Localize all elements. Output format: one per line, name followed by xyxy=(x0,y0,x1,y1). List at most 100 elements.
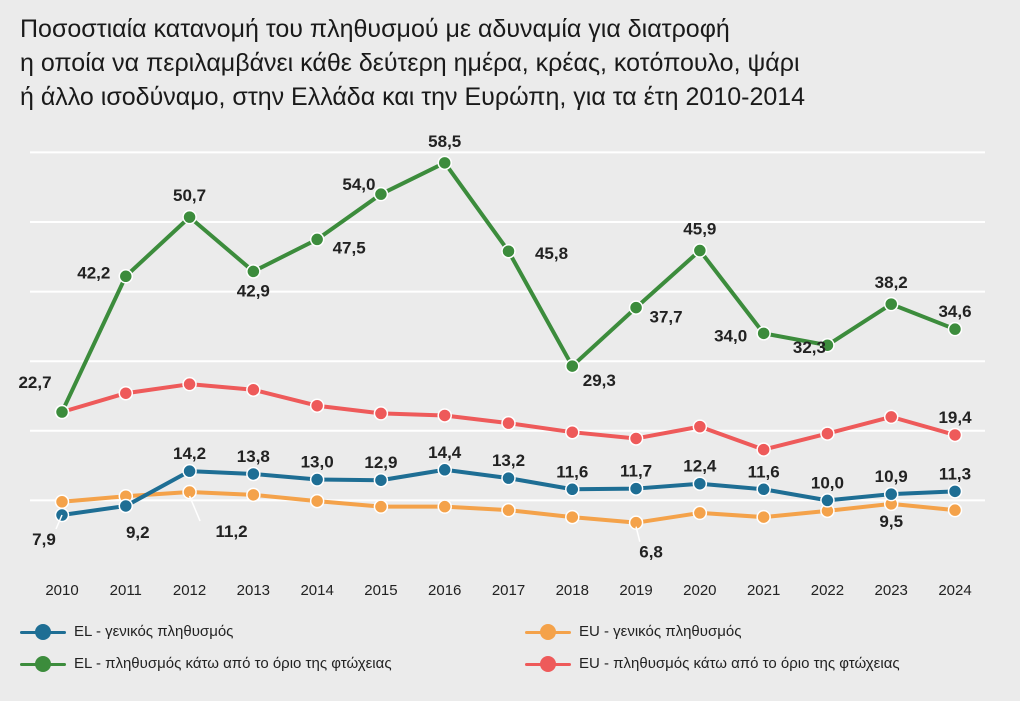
data-point xyxy=(692,476,708,491)
data-label: 7,9 xyxy=(32,530,56,549)
data-label: 42,2 xyxy=(77,263,110,282)
data-label: 12,9 xyxy=(364,453,397,472)
data-label: 11,7 xyxy=(620,462,652,481)
data-point xyxy=(756,326,771,341)
data-label: 32,3 xyxy=(793,338,826,357)
data-label: 13,8 xyxy=(237,447,270,466)
x-tick-label: 2020 xyxy=(683,582,716,599)
data-point xyxy=(947,502,963,518)
data-point xyxy=(437,462,452,478)
data-point xyxy=(373,472,389,488)
data-label: 13,0 xyxy=(301,453,334,472)
data-label: 50,7 xyxy=(173,186,206,205)
x-tick-label: 2018 xyxy=(556,582,589,599)
data-label: 11,3 xyxy=(939,464,971,483)
data-point xyxy=(309,232,325,247)
data-point xyxy=(246,466,261,482)
x-tick-label: 2013 xyxy=(237,582,270,599)
data-point xyxy=(118,385,134,401)
data-label: 12,4 xyxy=(683,457,717,476)
data-point xyxy=(883,486,899,502)
data-point xyxy=(501,502,516,518)
x-tick-label: 2022 xyxy=(811,582,844,599)
label-leader xyxy=(188,495,201,522)
data-point xyxy=(628,481,644,496)
x-tick-label: 2011 xyxy=(110,582,142,599)
data-point xyxy=(947,427,963,443)
data-point xyxy=(756,482,771,497)
chart-title-line-3: ή άλλο ισοδύναμο, στην Ελλάδα και την Ευ… xyxy=(20,83,806,111)
data-point xyxy=(182,484,197,500)
data-point xyxy=(883,409,899,425)
data-point xyxy=(373,406,389,421)
data-point xyxy=(437,499,452,514)
data-point xyxy=(182,463,197,479)
data-point xyxy=(565,358,580,374)
data-point xyxy=(501,243,516,259)
data-point xyxy=(947,484,963,499)
x-tick-label: 2015 xyxy=(364,582,397,599)
data-point xyxy=(309,472,325,487)
data-point xyxy=(756,509,771,525)
data-label: 37,7 xyxy=(650,308,683,327)
data-label: 9,5 xyxy=(879,512,903,531)
data-point xyxy=(756,442,771,457)
data-label: 34,0 xyxy=(714,326,747,345)
data-label: 34,6 xyxy=(938,302,971,321)
data-point xyxy=(692,505,708,521)
data-label: 14,2 xyxy=(173,444,206,463)
data-label: 10,0 xyxy=(811,473,844,492)
label-leader xyxy=(635,526,641,542)
data-label: 19,4 xyxy=(938,408,972,427)
chart-title: Ποσοστιαία κατανομή του πληθυσμού με αδυ… xyxy=(20,12,1000,114)
data-point xyxy=(309,493,325,509)
data-point xyxy=(820,426,835,441)
data-point xyxy=(54,404,70,420)
data-point xyxy=(947,321,963,337)
data-point xyxy=(820,493,835,508)
data-label: 58,5 xyxy=(428,132,461,151)
data-point xyxy=(692,419,708,434)
x-tick-label: 2024 xyxy=(938,582,971,599)
data-label: 10,9 xyxy=(875,467,908,486)
x-tick-label: 2023 xyxy=(875,582,908,599)
data-label: 11,2 xyxy=(215,522,247,541)
data-point xyxy=(820,337,835,353)
data-label: 45,9 xyxy=(683,220,716,239)
chart-title-line-1: Ποσοστιαία κατανομή του πληθυσμού με αδυ… xyxy=(20,15,730,43)
data-point xyxy=(628,300,644,315)
data-label: 38,2 xyxy=(875,273,908,292)
data-point xyxy=(565,509,580,525)
data-label: 42,9 xyxy=(237,281,270,300)
data-label: 11,6 xyxy=(556,462,588,481)
x-tick-label: 2012 xyxy=(173,582,206,599)
data-point xyxy=(246,382,261,397)
x-tick-label: 2010 xyxy=(45,582,78,599)
data-label: 45,8 xyxy=(535,244,568,263)
data-point xyxy=(182,209,197,225)
data-label: 22,7 xyxy=(18,373,51,392)
x-tick-label: 2016 xyxy=(428,582,461,599)
data-label: 9,2 xyxy=(126,523,150,542)
data-label: 47,5 xyxy=(333,238,366,257)
data-label: 54,0 xyxy=(342,175,375,194)
data-point xyxy=(54,494,70,510)
data-point xyxy=(501,415,516,431)
data-label: 13,2 xyxy=(492,451,525,470)
data-point xyxy=(309,398,325,413)
data-point xyxy=(692,243,708,258)
x-tick-label: 2019 xyxy=(619,582,652,599)
label-leader xyxy=(55,514,63,530)
data-label: 14,4 xyxy=(428,443,462,462)
data-point xyxy=(565,482,580,497)
data-point xyxy=(437,155,452,171)
chart-title-line-2: η οποία να περιλαμβάνει κάθε δεύτερη ημέ… xyxy=(20,49,800,77)
data-point xyxy=(373,499,389,514)
data-point xyxy=(883,296,899,312)
data-point xyxy=(118,269,134,284)
data-label: 11,6 xyxy=(748,462,780,481)
data-point xyxy=(118,498,134,514)
data-label: 6,8 xyxy=(639,543,663,562)
data-point xyxy=(182,376,197,392)
